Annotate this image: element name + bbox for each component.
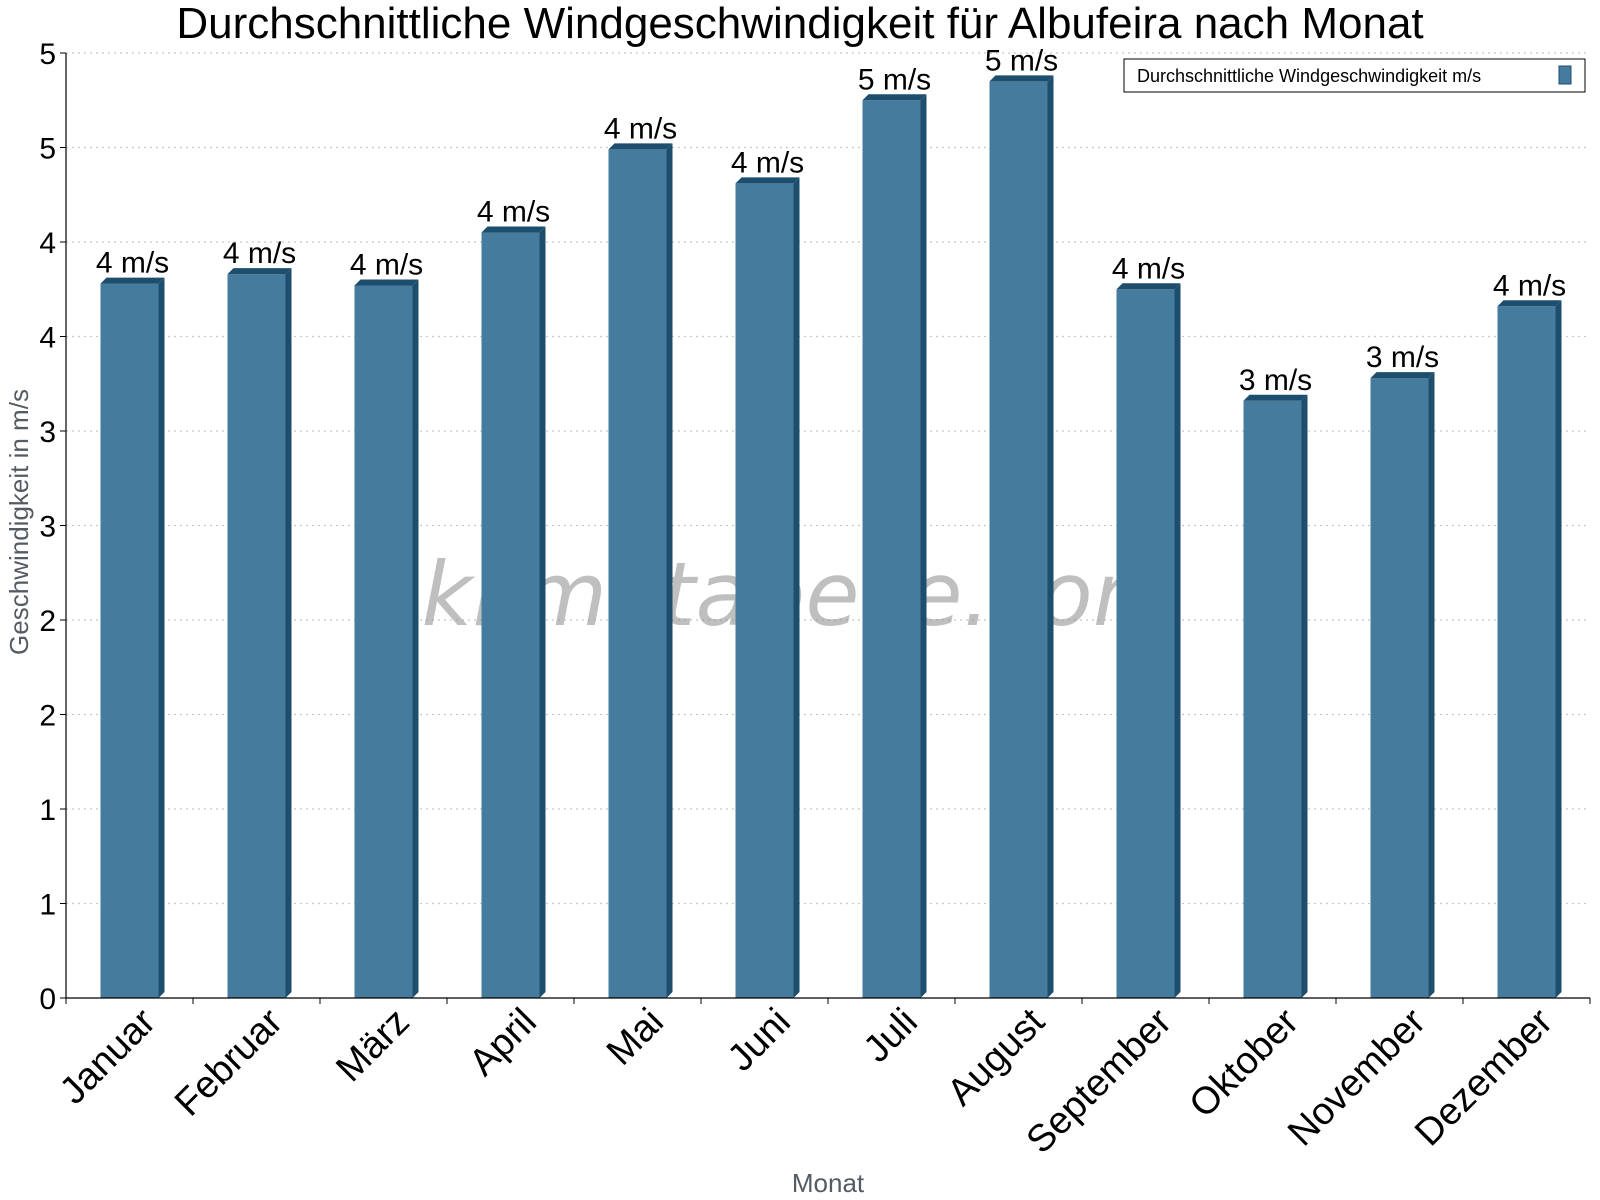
bar-side — [1555, 300, 1562, 998]
data-label: 4 m/s — [731, 146, 804, 179]
data-labels: 4 m/s 4 m/s 4 m/s 4 m/s 4 m/s 4 m/s 5 m/s 5 m/s… — [96, 44, 1566, 396]
bar-side — [1174, 283, 1181, 998]
bar — [354, 285, 413, 999]
data-label: 3 m/s — [1366, 341, 1439, 374]
bar — [481, 232, 540, 999]
legend-swatch — [1558, 65, 1572, 85]
data-label: 4 m/s — [1112, 252, 1185, 285]
y-tick-label: 4 — [39, 227, 56, 260]
bar-side — [1428, 372, 1435, 999]
bar — [227, 274, 286, 998]
x-tick-label: April — [461, 1001, 544, 1084]
legend-label: Durchschnittliche Windgeschwindigkeit m/… — [1137, 66, 1481, 86]
bar — [1370, 378, 1429, 999]
bar-top — [481, 226, 546, 233]
data-label: 4 m/s — [350, 248, 423, 281]
bar-side — [158, 277, 165, 999]
bar — [1243, 400, 1302, 998]
grid-lines — [66, 52, 1590, 905]
bar-side — [1301, 394, 1308, 998]
x-tick-label: Dezember — [1407, 1000, 1561, 1154]
bar — [862, 100, 921, 998]
bar-side — [666, 143, 673, 998]
x-tick-label: Mai — [599, 1001, 672, 1074]
x-tick-labels: Januar Februar März April Mai Juni Juli AugustS… — [52, 1000, 1561, 1161]
data-label: 3 m/s — [1239, 364, 1312, 397]
legend: Durchschnittliche Windgeschwindigkeit m/… — [1123, 58, 1586, 93]
bar-top — [862, 94, 927, 101]
bar — [1116, 289, 1175, 998]
data-label: 4 m/s — [96, 247, 169, 280]
x-tick-label: August — [940, 1000, 1054, 1114]
y-tick-label: 5 — [39, 38, 56, 71]
bar-top — [1243, 394, 1308, 401]
bar-top — [989, 75, 1054, 82]
bar-side — [1047, 75, 1054, 999]
legend-box — [1123, 58, 1586, 93]
bar-top — [735, 177, 800, 184]
bar — [100, 283, 159, 999]
data-label: 5 m/s — [858, 63, 931, 96]
axes — [60, 52, 1591, 1004]
bar-side — [539, 226, 546, 999]
y-tick-label: 1 — [39, 889, 56, 922]
bar-side — [920, 94, 927, 998]
x-tick-label: März — [328, 1001, 417, 1090]
data-label: 4 m/s — [1493, 269, 1566, 302]
bar-top — [100, 277, 165, 284]
bar-side — [793, 177, 800, 998]
data-label: 4 m/s — [223, 237, 296, 270]
bar — [608, 149, 667, 998]
y-tick-label: 5 — [39, 133, 56, 166]
bar-top — [1370, 372, 1435, 379]
bar-top — [608, 143, 673, 150]
y-tick-label: 4 — [39, 322, 56, 355]
y-tick-label: 3 — [39, 416, 56, 449]
x-tick-label: November — [1280, 1000, 1434, 1154]
x-tick-label: Juli — [856, 1001, 926, 1071]
y-tick-label: 0 — [39, 983, 56, 1016]
bars — [100, 75, 1562, 999]
bar — [735, 183, 794, 998]
bar — [989, 81, 1048, 999]
bar-top — [354, 279, 419, 286]
y-tick-label: 2 — [39, 605, 56, 638]
y-tick-label: 2 — [39, 700, 56, 733]
bar-side — [412, 279, 419, 999]
bar-top — [1116, 283, 1181, 290]
bar-side — [285, 268, 292, 998]
x-axis-title: Monat — [792, 1168, 865, 1198]
data-label: 4 m/s — [477, 196, 550, 229]
x-tick-label: Oktober — [1182, 1000, 1308, 1126]
x-tick-label: Februar — [167, 1000, 291, 1124]
chart-title: Durchschnittliche Windgeschwindigkeit fü… — [176, 0, 1423, 48]
y-tick-labels: 0 1 1 2 2 3 3 4 4 5 5 — [39, 38, 56, 1016]
bar — [1497, 306, 1556, 998]
bar-top — [1497, 300, 1562, 307]
data-label: 5 m/s — [985, 44, 1058, 77]
bar-top — [227, 268, 292, 275]
y-tick-label: 1 — [39, 794, 56, 827]
data-label: 4 m/s — [604, 112, 677, 145]
x-tick-label: Januar — [52, 1000, 164, 1112]
x-tick-label: Juni — [720, 1001, 799, 1080]
y-axis-title: Geschwindigkeit in m/s — [4, 389, 34, 655]
y-tick-label: 3 — [39, 511, 56, 544]
